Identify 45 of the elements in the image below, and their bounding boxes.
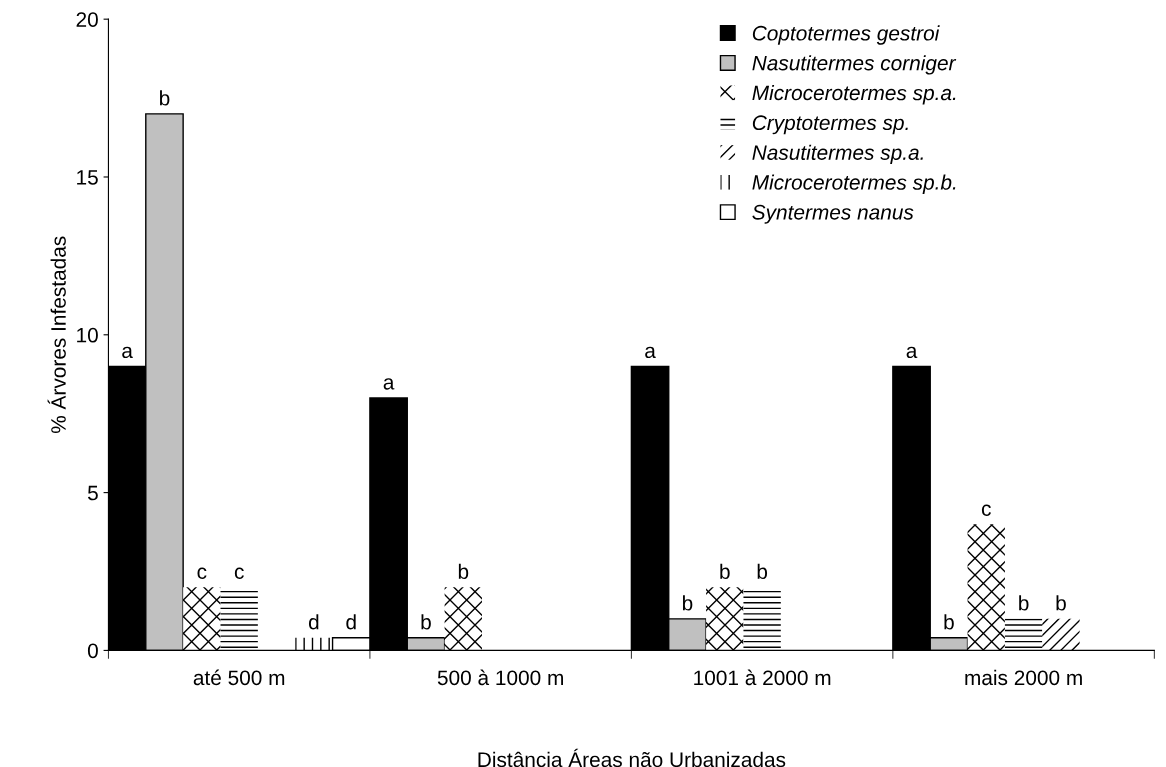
- legend-label: Syntermes nanus: [752, 204, 914, 224]
- data-label: b: [421, 614, 431, 630]
- legend-label: Nasutitermes corniger: [752, 55, 957, 75]
- x-axis-title: Distância Áreas não Urbanizadas: [478, 748, 786, 767]
- legend-label: Cryptotermes sp.: [752, 115, 908, 135]
- data-label: b: [160, 90, 170, 106]
- legend-label: Microcerotermes sp.b.: [752, 174, 956, 194]
- bar: [967, 524, 1005, 651]
- x-tick-label: até 500 m: [193, 669, 285, 686]
- data-label: c: [234, 567, 244, 580]
- data-label: b: [720, 563, 730, 580]
- bar: [444, 587, 482, 651]
- bar: [295, 637, 333, 651]
- x-tick-label: 500 à 1000 m: [437, 669, 563, 686]
- data-label: c: [197, 567, 207, 580]
- y-tick-label: 0: [87, 643, 98, 659]
- data-label: a: [122, 346, 133, 359]
- data-label: b: [1056, 595, 1066, 611]
- data-label: a: [383, 378, 395, 390]
- y-tick-label: 5: [87, 485, 98, 501]
- data-label: c: [981, 504, 991, 516]
- data-label: b: [757, 563, 768, 580]
- bar: [220, 587, 258, 651]
- x-tick-label: 1001 à 2000 m: [694, 669, 831, 686]
- legend-label: Nasutitermes sp.a.: [752, 144, 923, 165]
- y-tick-label: 20: [76, 12, 98, 27]
- data-label: b: [458, 563, 469, 580]
- bar: [706, 587, 744, 651]
- x-tick-label: mais 2000 m: [965, 669, 1082, 686]
- bar: [183, 587, 221, 651]
- bar: [1004, 618, 1043, 651]
- y-tick-label: 10: [77, 327, 98, 343]
- legend-label: Coptotermes gestroi: [752, 25, 940, 45]
- y-tick-label: 15: [77, 170, 98, 185]
- bar: [1042, 618, 1080, 651]
- data-label: a: [645, 346, 656, 359]
- data-label: d: [346, 614, 356, 630]
- data-label: d: [308, 614, 319, 630]
- y-axis-title: % Árvores Infestadas: [47, 236, 66, 434]
- legend-label: Microcerotermes sp.a.: [752, 84, 956, 105]
- data-label: a: [906, 346, 918, 359]
- bar: [743, 587, 781, 651]
- data-label: b: [1019, 595, 1029, 611]
- data-label: b: [682, 595, 693, 611]
- data-label: b: [944, 614, 954, 630]
